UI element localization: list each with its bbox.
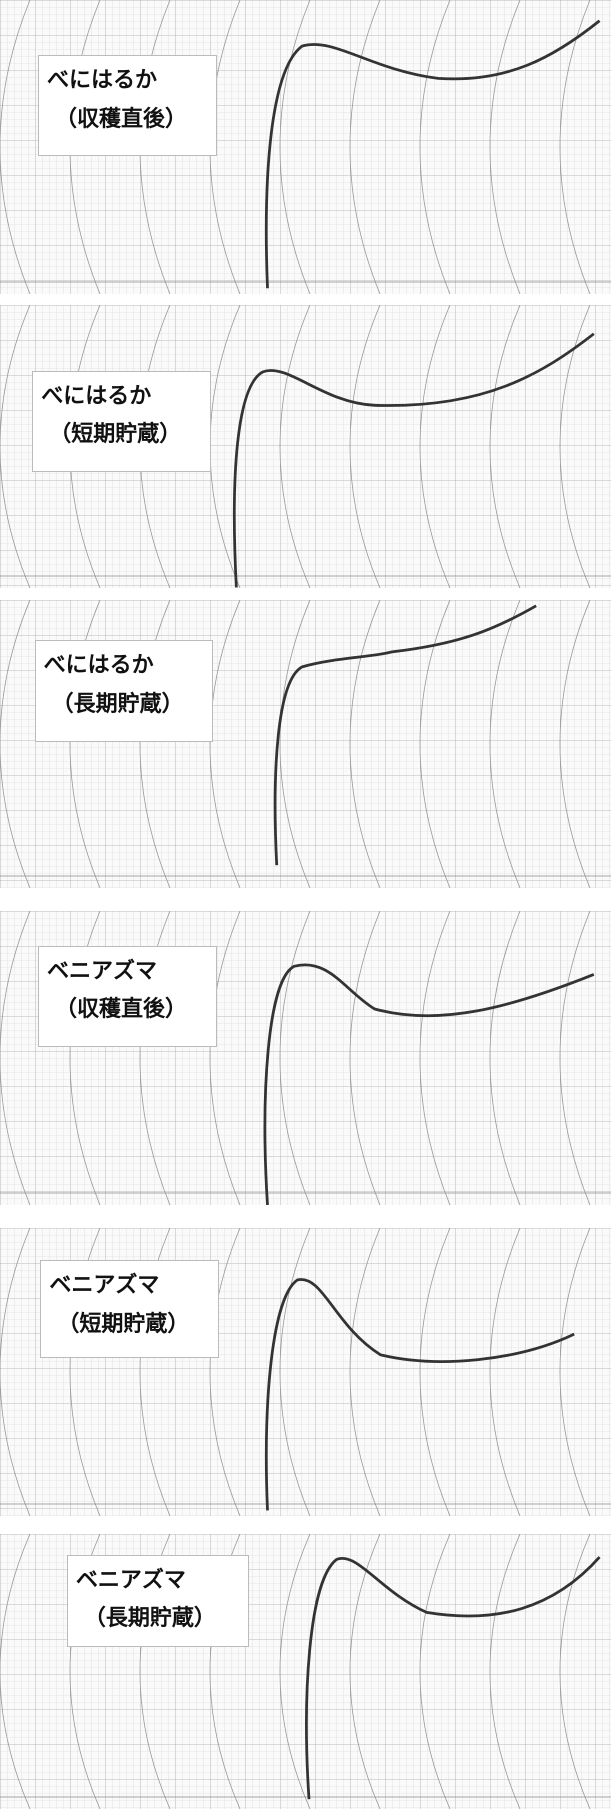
label-text: ベニアズマ: [49, 1267, 218, 1306]
label-box: べにはるか（収穫直後）: [38, 55, 217, 155]
label-text: べにはるか: [44, 647, 213, 686]
label-text: ベニアズマ: [76, 1562, 248, 1601]
label-text: （長期貯蔵）: [76, 1600, 248, 1639]
label-box: べにはるか（長期貯蔵）: [35, 640, 214, 741]
label-box: ベニアズマ（短期貯蔵）: [40, 1260, 219, 1358]
label-box: ベニアズマ（長期貯蔵）: [67, 1555, 249, 1647]
chart-scan: べにはるか（短期貯蔵）: [0, 305, 611, 588]
label-text: （収穫直後）: [47, 101, 216, 140]
label-text: （短期貯蔵）: [49, 1306, 218, 1345]
label-text: （長期貯蔵）: [44, 686, 213, 725]
chart-scan: ベニアズマ（短期貯蔵）: [0, 1228, 611, 1516]
label-text: べにはるか: [41, 378, 210, 417]
label-text: （収穫直後）: [47, 991, 216, 1030]
chart-scan: べにはるか（長期貯蔵）: [0, 600, 611, 888]
label-text: べにはるか: [47, 62, 216, 101]
chart-scan: ベニアズマ（長期貯蔵）: [0, 1534, 611, 1809]
chart-scan: ベニアズマ（収穫直後）: [0, 911, 611, 1205]
page: べにはるか（収穫直後）べにはるか（短期貯蔵）べにはるか（長期貯蔵）ベニアズマ（収…: [0, 0, 611, 1809]
label-text: ベニアズマ: [47, 953, 216, 992]
label-text: （短期貯蔵）: [41, 416, 210, 455]
label-box: べにはるか（短期貯蔵）: [32, 371, 211, 472]
label-box: ベニアズマ（収穫直後）: [38, 946, 217, 1047]
chart-scan: べにはるか（収穫直後）: [0, 0, 611, 294]
